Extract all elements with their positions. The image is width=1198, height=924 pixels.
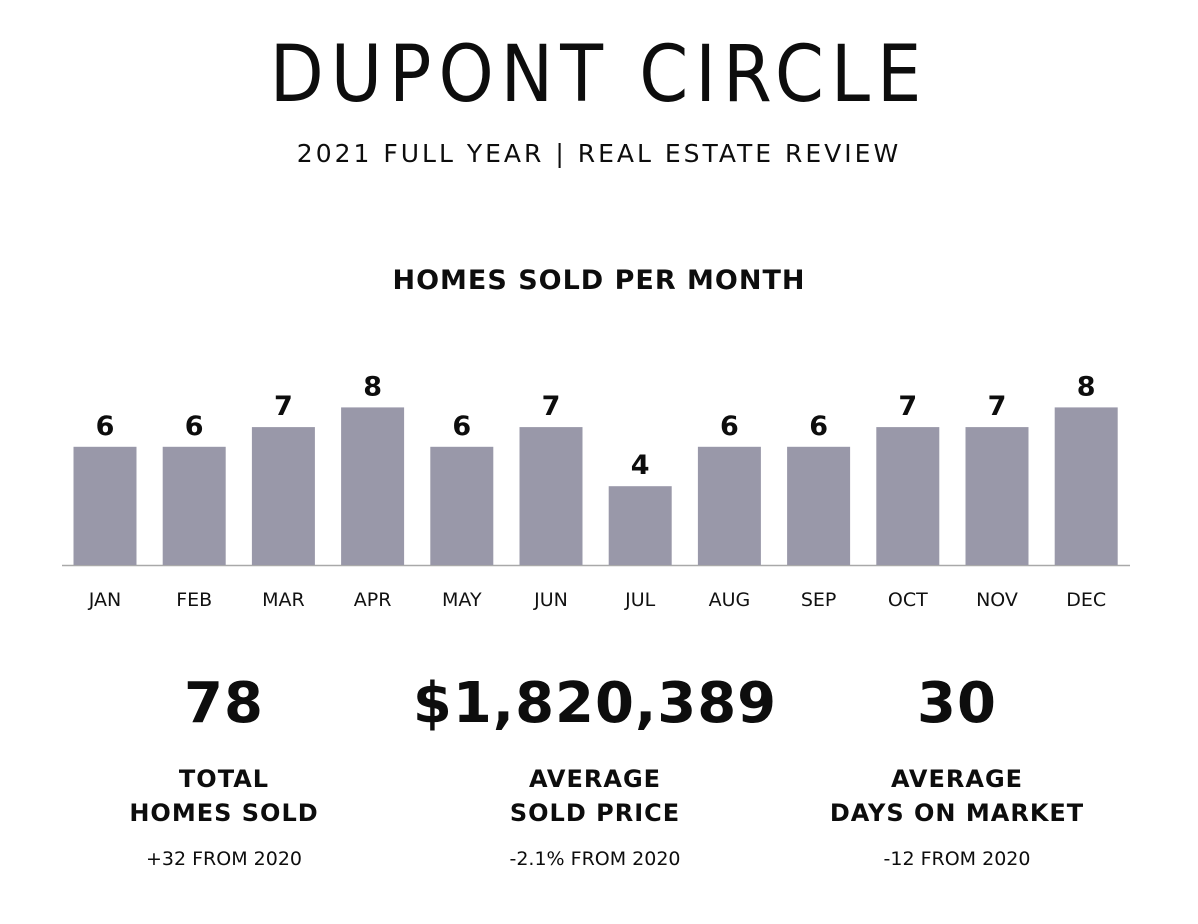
stat-price-label-line1: AVERAGE bbox=[528, 765, 662, 793]
bar-jun bbox=[519, 427, 583, 565]
stat-total-label-line2: HOMES SOLD bbox=[129, 799, 319, 827]
page-title: DUPONT CIRCLE bbox=[269, 30, 929, 120]
bar-dec bbox=[1054, 407, 1118, 565]
bar-nov bbox=[965, 427, 1029, 565]
stat-days-label-line1: AVERAGE bbox=[890, 765, 1024, 793]
stat-days-change: -12 FROM 2020 bbox=[883, 848, 1031, 870]
x-tick-label-jan: JAN bbox=[88, 589, 121, 611]
x-tick-label-oct: OCT bbox=[888, 589, 928, 611]
page-subtitle: 2021 FULL YEAR | REAL ESTATE REVIEW bbox=[296, 139, 902, 168]
bar-apr bbox=[341, 407, 405, 565]
chart-title: HOMES SOLD PER MONTH bbox=[392, 265, 806, 296]
homes-sold-bar-chart: 6 JAN 6 FEB 7 MAR 8 APR 6 MAY 7 JUN 4 JUL 6 AUG 6 SEP 7 OCT… bbox=[62, 371, 1130, 611]
x-tick-label-feb: FEB bbox=[176, 589, 212, 611]
stat-total-value: 78 bbox=[184, 671, 264, 736]
stat-price-label: AVERAGE SOLD PRICE bbox=[395, 762, 795, 830]
x-tick-label-jun: JUN bbox=[533, 589, 568, 611]
x-tick-label-nov: NOV bbox=[976, 589, 1018, 611]
stat-price-change: -2.1% FROM 2020 bbox=[509, 848, 681, 870]
bar-value-label-aug: 6 bbox=[720, 411, 739, 442]
stat-total-label: TOTAL HOMES SOLD bbox=[24, 762, 424, 830]
x-tick-label-aug: AUG bbox=[709, 589, 751, 611]
bar-value-label-jul: 4 bbox=[631, 450, 650, 481]
bar-may bbox=[430, 446, 494, 565]
stat-days-label: AVERAGE DAYS ON MARKET bbox=[757, 762, 1157, 830]
bar-value-label-mar: 7 bbox=[274, 391, 293, 422]
x-tick-label-apr: APR bbox=[354, 589, 392, 611]
stat-days-value: 30 bbox=[917, 671, 997, 736]
bar-oct bbox=[876, 427, 940, 565]
bar-value-label-may: 6 bbox=[452, 411, 471, 442]
bar-value-label-apr: 8 bbox=[363, 371, 382, 402]
stat-total-homes-sold: 78 TOTAL HOMES SOLD +32 FROM 2020 bbox=[24, 676, 424, 869]
bar-value-label-nov: 7 bbox=[988, 391, 1007, 422]
x-tick-label-mar: MAR bbox=[262, 589, 305, 611]
bar-aug bbox=[697, 446, 761, 565]
x-tick-label-sep: SEP bbox=[801, 589, 837, 611]
bar-mar bbox=[251, 427, 315, 565]
x-tick-label-dec: DEC bbox=[1066, 589, 1106, 611]
bar-sep bbox=[787, 446, 851, 565]
stat-total-change: +32 FROM 2020 bbox=[145, 848, 302, 870]
bar-jan bbox=[73, 446, 137, 565]
bar-jul bbox=[608, 486, 672, 565]
bar-value-label-oct: 7 bbox=[898, 391, 917, 422]
bar-value-label-feb: 6 bbox=[185, 411, 204, 442]
bar-feb bbox=[162, 446, 226, 565]
bar-value-label-sep: 6 bbox=[809, 411, 828, 442]
bar-value-label-jun: 7 bbox=[542, 391, 561, 422]
stat-average-days-on-market: 30 AVERAGE DAYS ON MARKET -12 FROM 2020 bbox=[757, 676, 1157, 869]
x-tick-label-may: MAY bbox=[442, 589, 482, 611]
bar-value-label-dec: 8 bbox=[1077, 371, 1096, 402]
stat-price-label-line2: SOLD PRICE bbox=[509, 799, 681, 827]
stat-days-label-line2: DAYS ON MARKET bbox=[829, 799, 1085, 827]
stat-average-sold-price: $1,820,389 AVERAGE SOLD PRICE -2.1% FROM… bbox=[395, 676, 795, 869]
stat-price-value: $1,820,389 bbox=[412, 671, 778, 736]
x-tick-label-jul: JUL bbox=[624, 589, 656, 611]
bar-value-label-jan: 6 bbox=[96, 411, 115, 442]
stat-total-label-line1: TOTAL bbox=[178, 765, 270, 793]
